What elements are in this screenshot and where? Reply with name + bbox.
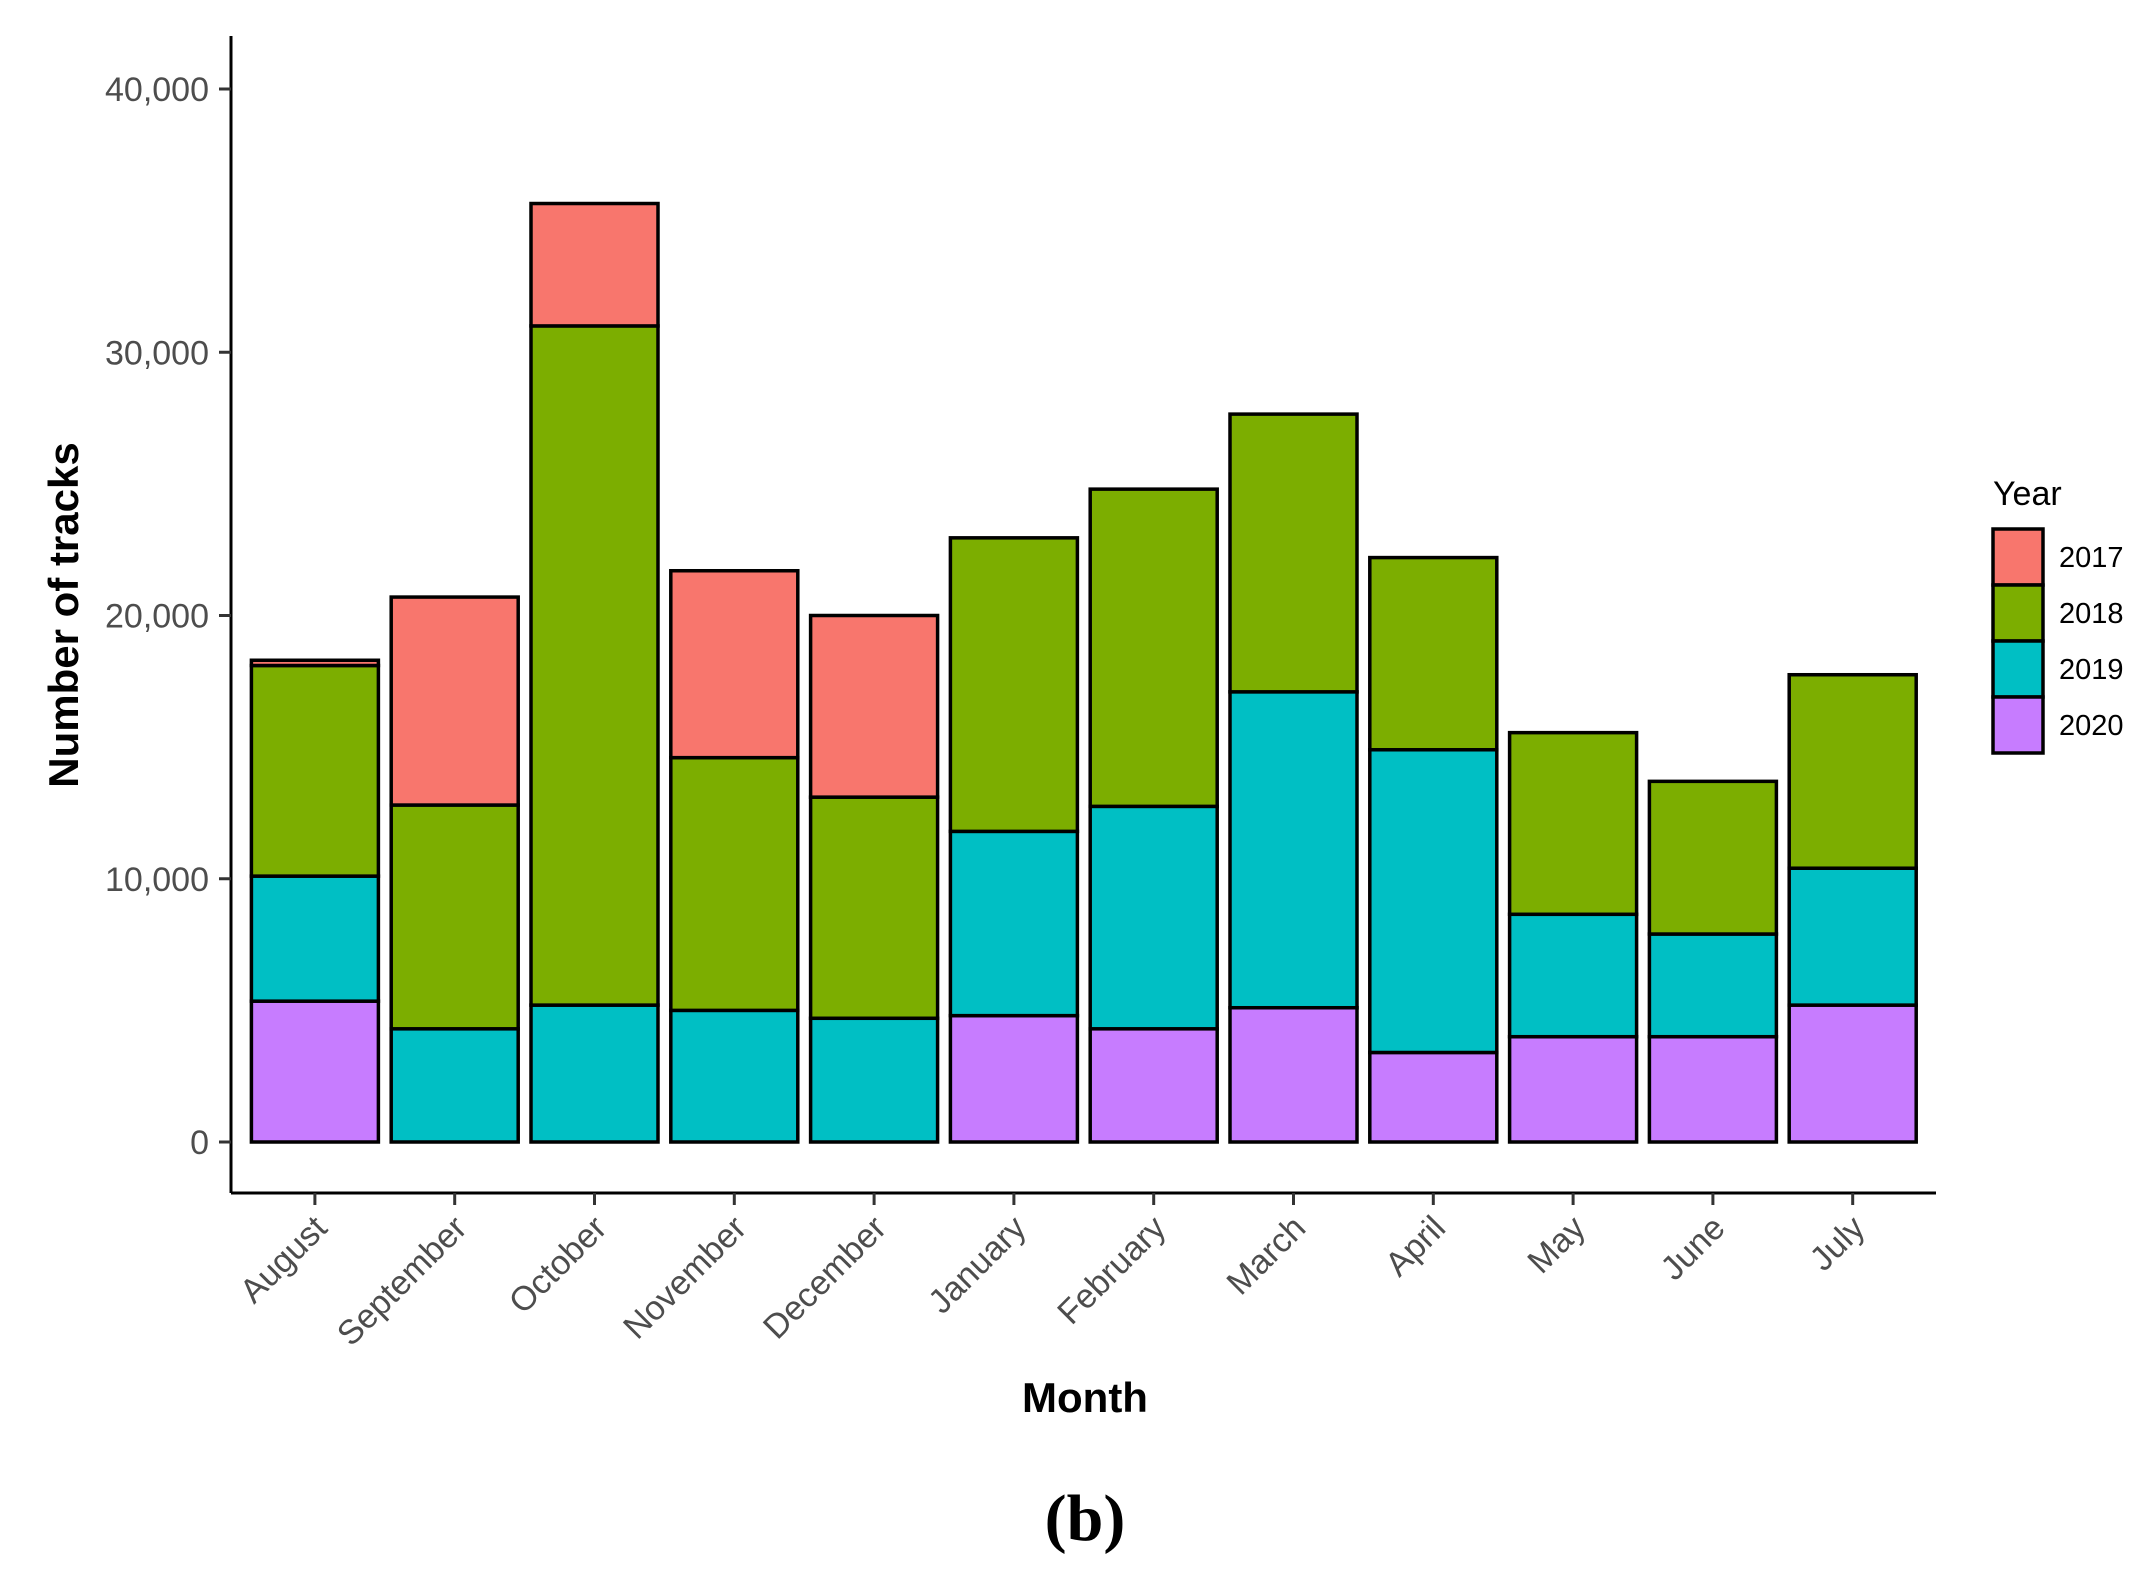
bar-segment-2018-january <box>948 536 1080 834</box>
legend-label-2017: 2017 <box>2059 542 2124 574</box>
x-axis-title: Month <box>1022 1374 1148 1421</box>
legend: Year 2017 2018 2019 2020 <box>1991 475 2124 755</box>
x-tick-label-july: July <box>1803 1209 1873 1279</box>
legend-key-2018 <box>1991 583 2045 643</box>
y-ticks: 0 10,000 20,000 30,000 40,000 <box>105 71 231 1162</box>
x-tick-label-september: September <box>330 1209 474 1353</box>
y-tick-label: 40,000 <box>105 71 209 109</box>
bar-segment-2018-april <box>1368 555 1499 752</box>
bar-segment-2020-april <box>1368 1050 1499 1144</box>
bar-segment-2020-may <box>1507 1034 1639 1144</box>
bar-segment-2020-january <box>948 1013 1080 1144</box>
x-tick-label-june: June <box>1654 1209 1733 1288</box>
bar-segment-2018-june <box>1647 779 1779 936</box>
legend-label-2020: 2020 <box>2059 710 2124 742</box>
legend-label-2018: 2018 <box>2059 598 2124 630</box>
bar-segment-2019-february <box>1088 804 1219 1031</box>
bar-segment-2018-november <box>669 755 800 1013</box>
legend-title: Year <box>1993 475 2062 513</box>
x-tick-label-march: March <box>1219 1209 1313 1303</box>
bar-segment-2020-july <box>1787 1003 1918 1144</box>
bar-segment-2017-december <box>808 613 940 799</box>
bar-segment-2018-may <box>1507 730 1639 917</box>
x-tick-label-january: January <box>921 1209 1033 1321</box>
bar-segment-2019-december <box>808 1016 940 1144</box>
bar-segment-2018-october <box>529 324 660 1007</box>
bar-segment-2018-february <box>1088 487 1219 809</box>
bar-segment-2020-march <box>1228 1005 1359 1144</box>
x-tick-label-february: February <box>1050 1209 1173 1332</box>
legend-key-2019 <box>1991 639 2045 699</box>
x-tick-label-november: November <box>616 1209 754 1347</box>
bar-segment-2018-july <box>1787 672 1918 870</box>
bar-segment-2017-october <box>529 201 660 328</box>
bar-segment-2018-december <box>808 795 940 1021</box>
bar-segment-2017-november <box>669 568 800 760</box>
x-tick-label-october: October <box>502 1209 614 1321</box>
legend-label-2019: 2019 <box>2059 654 2124 686</box>
bar-segment-2019-april <box>1368 748 1499 1055</box>
bar-segment-2020-february <box>1088 1027 1219 1144</box>
bar-segment-2018-march <box>1228 412 1359 694</box>
x-tick-label-december: December <box>756 1209 894 1347</box>
bar-segment-2019-march <box>1228 690 1359 1010</box>
bar-segment-2020-august <box>249 999 381 1144</box>
y-axis-title: Number of tracks <box>40 442 87 787</box>
bar-segment-2017-september <box>389 595 520 807</box>
legend-key-2017 <box>1991 527 2045 587</box>
x-tick-label-april: April <box>1378 1209 1453 1284</box>
bar-segment-2019-july <box>1787 866 1918 1007</box>
y-tick-label: 30,000 <box>105 334 209 372</box>
bar-segment-2019-june <box>1647 932 1779 1039</box>
bar-segment-2019-november <box>669 1008 800 1144</box>
panel-label: (b) <box>1045 1482 1126 1555</box>
bar-segment-2018-september <box>389 803 520 1031</box>
bar-segment-2019-may <box>1507 912 1639 1039</box>
bar-segment-2019-september <box>389 1027 520 1144</box>
bar-segment-2020-june <box>1647 1034 1779 1144</box>
bar-segment-2019-august <box>249 874 381 1003</box>
bar-segment-2018-august <box>249 663 381 878</box>
x-tick-label-may: May <box>1520 1209 1592 1281</box>
bar-segment-2019-october <box>529 1003 660 1144</box>
y-tick-label: 0 <box>190 1124 209 1162</box>
bars-layer <box>249 201 1918 1144</box>
bar-segment-2017-august <box>249 658 381 668</box>
y-tick-label: 10,000 <box>105 861 209 899</box>
y-tick-label: 20,000 <box>105 598 209 636</box>
bar-segment-2019-january <box>948 829 1080 1018</box>
x-tick-label-august: August <box>233 1208 335 1310</box>
legend-key-2020 <box>1991 695 2045 755</box>
